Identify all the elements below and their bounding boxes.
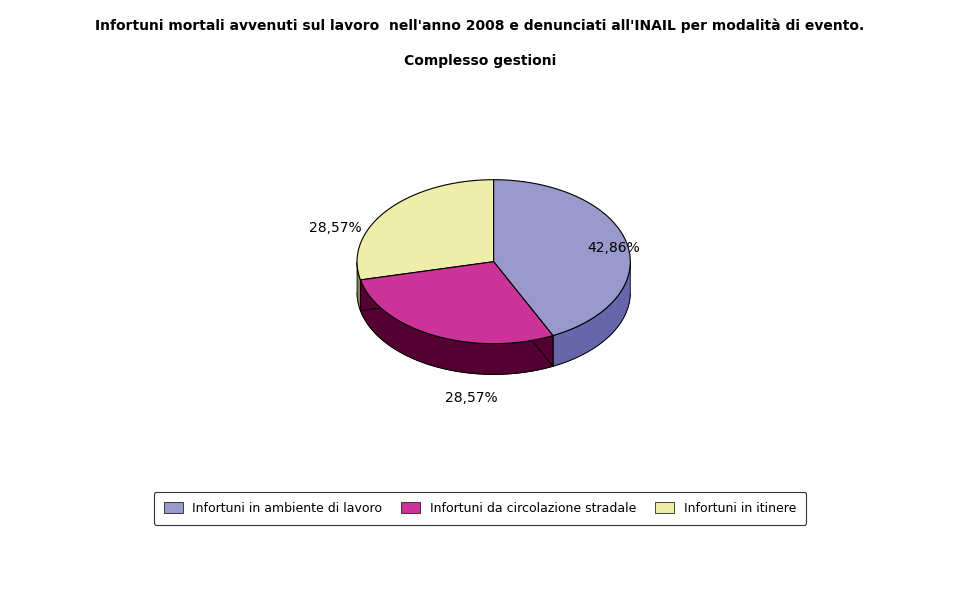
Polygon shape (360, 262, 493, 310)
Text: Complesso gestioni: Complesso gestioni (404, 54, 556, 68)
Text: 42,86%: 42,86% (587, 241, 639, 255)
Polygon shape (493, 262, 553, 366)
Text: 28,57%: 28,57% (308, 220, 361, 234)
Polygon shape (360, 262, 493, 310)
Polygon shape (357, 180, 493, 280)
Polygon shape (360, 280, 553, 374)
Polygon shape (360, 262, 553, 344)
Polygon shape (357, 262, 360, 310)
Text: Infortuni mortali avvenuti sul lavoro  nell'anno 2008 e denunciati all'INAIL per: Infortuni mortali avvenuti sul lavoro ne… (95, 18, 865, 33)
Polygon shape (493, 262, 553, 366)
Polygon shape (357, 292, 493, 310)
Polygon shape (493, 292, 631, 366)
Polygon shape (493, 180, 631, 336)
Polygon shape (553, 263, 631, 366)
Legend: Infortuni in ambiente di lavoro, Infortuni da circolazione stradale, Infortuni i: Infortuni in ambiente di lavoro, Infortu… (154, 492, 806, 525)
Polygon shape (360, 292, 553, 374)
Text: 28,57%: 28,57% (445, 391, 498, 405)
